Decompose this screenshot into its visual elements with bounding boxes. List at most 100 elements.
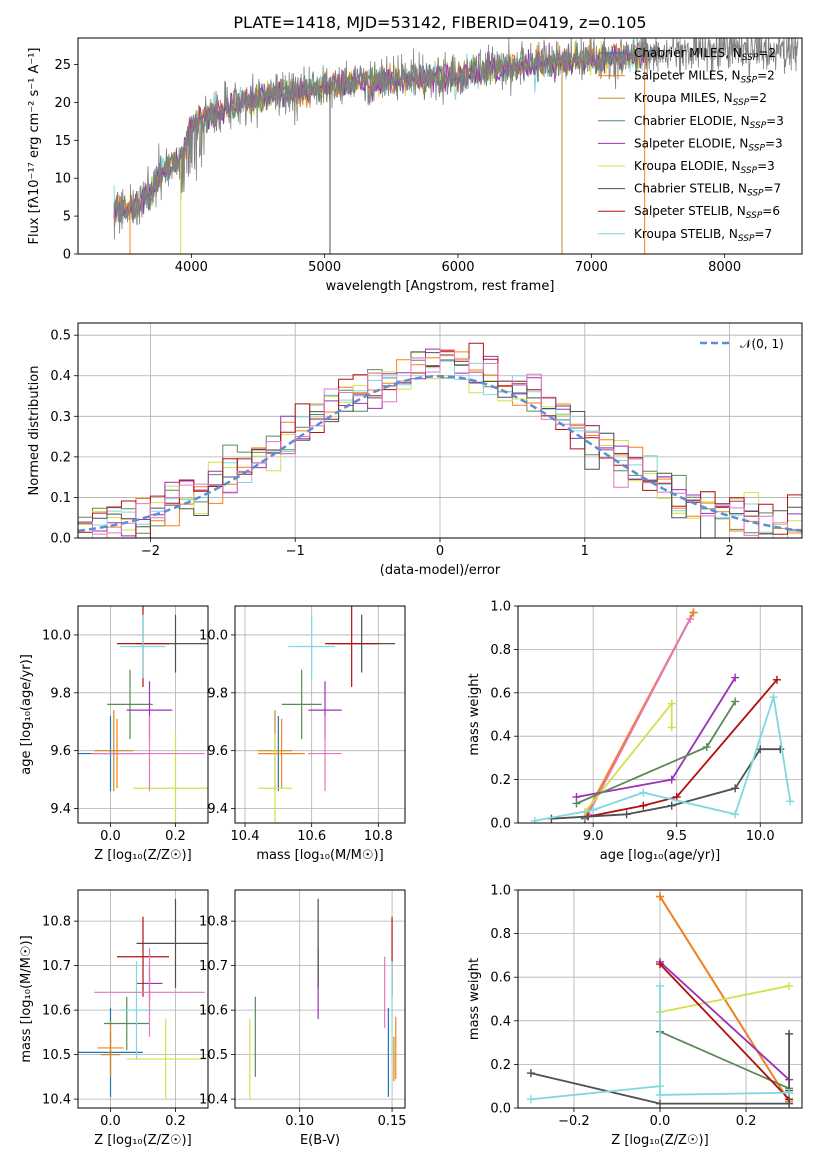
- x-tick-label: 6000: [441, 260, 474, 275]
- y-axis-label: mass weight: [467, 673, 482, 755]
- x-axis-label: Z [log₁₀(Z/Z☉)]: [611, 1133, 708, 1148]
- y-tick-label: 10.6: [199, 1004, 228, 1019]
- legend-entry: 𝒩(0, 1): [740, 337, 784, 351]
- x-tick-label: 0.0: [650, 1114, 671, 1129]
- series-line: [659, 1030, 790, 1090]
- mass_vs_Z-axes: 0.0 0.2 10.4 10.5 10.6 10.7 10.8 Z [log₁₀(Z/Z☉)…: [19, 890, 208, 1148]
- x-tick-label: 2: [725, 544, 733, 559]
- y-tick-label: 9.8: [207, 686, 228, 701]
- x-axis-label: wavelength [Angstrom, rest frame]: [326, 279, 555, 294]
- y-axis-label: Normed distribution: [27, 366, 42, 496]
- legend-entry: Chabrier ELODIE, NSSP=3: [634, 114, 784, 131]
- x-tick-label: 7000: [575, 260, 608, 275]
- x-tick-label: 0.2: [736, 1114, 757, 1129]
- legend-entry: Chabrier STELIB, NSSP=7: [634, 182, 781, 199]
- series-line: [587, 618, 691, 815]
- x-tick-label: −0.2: [558, 1114, 590, 1129]
- legend-entry: Kroupa MILES, NSSP=2: [634, 91, 767, 108]
- spectrum-axes: 4000 5000 6000 7000 8000 0 5 10 15 20 25 wavelength…: [27, 48, 741, 295]
- gaussian-curve: [78, 374, 802, 533]
- y-tick-label: 0.1: [50, 491, 71, 506]
- x-axis-label: mass [log₁₀(M/M☉)]: [256, 848, 383, 863]
- legend-entry: Salpeter ELODIE, NSSP=3: [634, 136, 783, 153]
- y-tick-label: 10.5: [42, 1048, 71, 1063]
- y-tick-label: 0.5: [50, 329, 71, 344]
- x-axis-label: Z [log₁₀(Z/Z☉)]: [94, 848, 191, 863]
- y-tick-label: 0: [63, 248, 71, 263]
- x-tick-label: 10.0: [746, 829, 775, 844]
- y-tick-label: 0.4: [490, 1014, 511, 1029]
- x-tick-label: 10.6: [297, 829, 326, 844]
- mass_weight_vs_Z-lines: [526, 892, 794, 1108]
- y-tick-label: 0.6: [490, 971, 511, 986]
- figure-title: PLATE=1418, MJD=53142, FIBERID=0419, z=0…: [233, 13, 646, 32]
- x-axis-label: age [log₁₀(age/yr)]: [600, 848, 721, 863]
- y-axis-label: Flux [fλ10⁻¹⁷ erg cm⁻² s⁻¹ A⁻¹]: [27, 48, 42, 245]
- residuals-frame: [77, 322, 803, 539]
- x-tick-label: 0: [436, 544, 444, 559]
- y-tick-label: 0.2: [490, 773, 511, 788]
- residuals-axes: −2 −1 0 1 2 0.0 0.1 0.2 0.3 0.4 0.5 (data-model)/er…: [27, 323, 802, 578]
- age_vs_Z-axes: 0.0 0.2 9.4 9.6 9.8 10.0 Z [log₁₀(Z/Z☉)] age [l…: [19, 606, 208, 863]
- x-tick-label: 0.2: [165, 829, 186, 844]
- y-tick-label: 0.6: [490, 686, 511, 701]
- age_vs_mass-errorbars: [258, 606, 395, 823]
- series-line: [659, 963, 790, 1100]
- x-tick-label: 8000: [708, 260, 741, 275]
- residual-histograms: [78, 342, 802, 538]
- x-tick-label: 1: [581, 544, 589, 559]
- series-line: [659, 961, 790, 1081]
- y-tick-label: 1.0: [490, 884, 511, 899]
- y-axis-label: mass [log₁₀(M/M☉)]: [19, 935, 34, 1062]
- spectrum-lines: [113, 38, 799, 254]
- series-line: [576, 677, 736, 798]
- y-tick-label: 10.8: [42, 915, 71, 930]
- y-tick-label: 9.6: [50, 744, 71, 759]
- y-tick-label: 9.4: [207, 802, 228, 817]
- x-tick-label: −1: [286, 544, 305, 559]
- y-tick-label: 0.2: [490, 1058, 511, 1073]
- mass_vs_ebv-errorbars: [249, 898, 397, 1100]
- y-tick-label: 0.4: [50, 369, 71, 384]
- mass_weight_vs_age-frame: [517, 605, 803, 824]
- y-tick-label: 0.4: [490, 730, 511, 745]
- mass_vs_Z-frame: [77, 889, 209, 1109]
- spectrum-legend: Chabrier MILES, NSSP=2 Salpeter MILES, NS…: [598, 46, 784, 244]
- y-tick-label: 10.0: [42, 628, 71, 643]
- age_vs_Z-errorbars: [78, 606, 208, 823]
- age_vs_Z-frame: [77, 605, 209, 824]
- y-tick-label: 0.8: [490, 927, 511, 942]
- legend-entry: Salpeter STELIB, NSSP=6: [634, 204, 780, 221]
- y-tick-label: 0.0: [50, 532, 71, 547]
- y-tick-label: 10.5: [199, 1048, 228, 1063]
- y-tick-label: 15: [54, 134, 71, 149]
- x-tick-label: 0.2: [165, 1114, 186, 1129]
- x-tick-label: 9.0: [583, 829, 604, 844]
- y-axis-label: age [log₁₀(age/yr)]: [19, 654, 34, 775]
- x-axis-label: (data-model)/error: [380, 563, 501, 578]
- x-tick-label: 10.8: [364, 829, 393, 844]
- age_vs_mass-frame: [234, 605, 406, 824]
- legend-entry: Chabrier MILES, NSSP=2: [634, 46, 776, 63]
- y-tick-label: 10: [54, 172, 71, 187]
- y-tick-label: 5: [63, 210, 71, 225]
- y-tick-label: 10.7: [42, 959, 71, 974]
- x-tick-label: 4000: [175, 260, 208, 275]
- y-tick-label: 9.8: [50, 686, 71, 701]
- y-tick-label: 9.4: [50, 802, 71, 817]
- series-line: [659, 985, 790, 1013]
- mass_weight_vs_age-lines: [530, 608, 795, 823]
- y-tick-label: 10.8: [199, 915, 228, 930]
- y-tick-label: 0.2: [50, 450, 71, 465]
- y-tick-label: 20: [54, 96, 71, 111]
- age_vs_mass-axes: 10.4 10.6 10.8 9.4 9.6 9.8 10.0 mass [log₁₀(M/M…: [199, 606, 405, 863]
- spectrum-frame: [77, 37, 803, 255]
- y-tick-label: 10.4: [42, 1093, 71, 1108]
- y-tick-label: 0.8: [490, 643, 511, 658]
- y-tick-label: 1.0: [490, 600, 511, 615]
- x-tick-label: 0.15: [378, 1114, 407, 1129]
- series-line: [588, 679, 778, 818]
- x-tick-label: 0.0: [100, 829, 121, 844]
- x-tick-label: −2: [141, 544, 160, 559]
